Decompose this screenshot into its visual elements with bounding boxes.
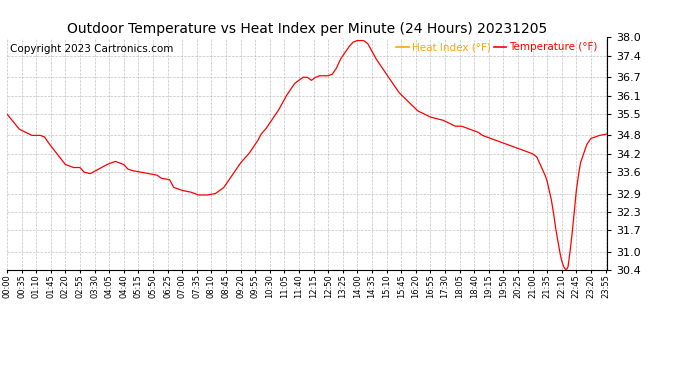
Title: Outdoor Temperature vs Heat Index per Minute (24 Hours) 20231205: Outdoor Temperature vs Heat Index per Mi… (67, 22, 547, 36)
Legend: Heat Index (°F), Temperature (°F): Heat Index (°F), Temperature (°F) (392, 38, 602, 56)
Text: Copyright 2023 Cartronics.com: Copyright 2023 Cartronics.com (10, 45, 173, 54)
